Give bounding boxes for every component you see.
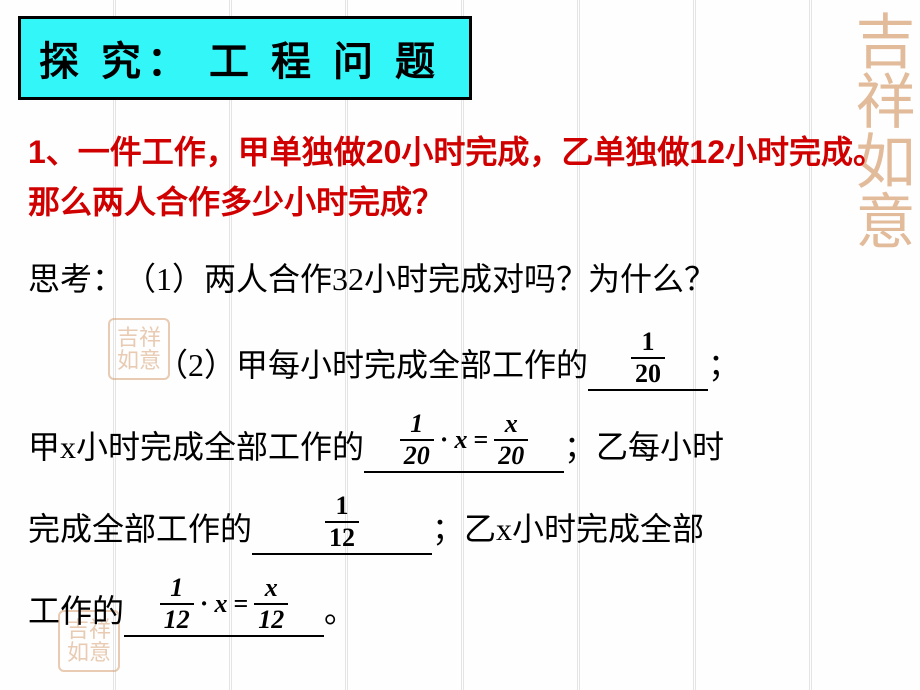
blank-4: 112·x=x12	[124, 561, 324, 637]
answer-4: 112·x=x12	[160, 575, 289, 633]
think-label: 思考：	[28, 255, 124, 305]
answer-3: 112	[325, 493, 359, 551]
think-q5-prefix: 工作的	[28, 587, 124, 637]
blank-3: 112	[252, 479, 432, 555]
slide-body: 1、一件工作，甲单独做20小时完成，乙单独做12小时完成。那么两人合作多少小时完…	[28, 128, 892, 637]
slide-title: 探 究： 工 程 问 题	[18, 16, 472, 100]
answer-1: 120	[631, 329, 665, 387]
think-line-3: 甲x小时完成全部工作的 120·x=x20 ；乙每小时	[28, 397, 892, 473]
blank-1: 120	[588, 315, 708, 391]
answer-2: 120·x=x20	[400, 411, 529, 469]
think-q2-suffix: ；	[708, 341, 740, 391]
think-line-1: 思考： （1）两人合作32小时完成对吗？为什么？	[28, 255, 892, 305]
think-q1: （1）两人合作32小时完成对吗？为什么？	[124, 255, 716, 305]
think-line-2: （2）甲每小时完成全部工作的 120 ；	[28, 315, 892, 391]
think-q2-prefix: （2）甲每小时完成全部工作的	[156, 341, 588, 391]
think-q3-prefix: 甲x小时完成全部工作的	[28, 423, 364, 473]
think-q5-suffix: 。	[324, 587, 356, 637]
think-q3-mid: ；乙每小时	[564, 423, 724, 473]
thinking-section: 思考： （1）两人合作32小时完成对吗？为什么？ （2）甲每小时完成全部工作的 …	[28, 255, 892, 637]
think-line-5: 工作的 112·x=x12 。	[28, 561, 892, 637]
think-q4-prefix: 完成全部工作的	[28, 505, 252, 555]
think-line-4: 完成全部工作的 112 ；乙x小时完成全部	[28, 479, 892, 555]
think-q4-mid: ；乙x小时完成全部	[432, 505, 704, 555]
problem-statement: 1、一件工作，甲单独做20小时完成，乙单独做12小时完成。那么两人合作多少小时完…	[28, 128, 892, 227]
blank-2: 120·x=x20	[364, 397, 564, 473]
